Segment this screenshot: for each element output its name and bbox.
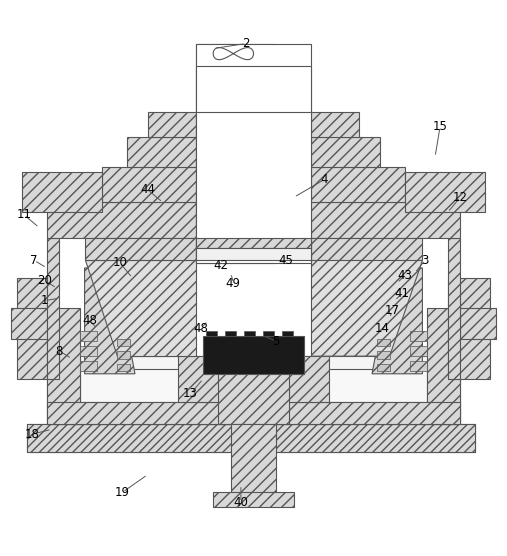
- Text: 42: 42: [213, 259, 228, 272]
- Text: 44: 44: [140, 183, 155, 196]
- Polygon shape: [178, 356, 329, 401]
- Polygon shape: [410, 361, 427, 371]
- Polygon shape: [427, 308, 460, 424]
- Text: 3: 3: [421, 254, 428, 267]
- Polygon shape: [127, 137, 196, 167]
- Text: 17: 17: [385, 304, 400, 317]
- Text: 19: 19: [115, 486, 130, 499]
- Text: 41: 41: [395, 287, 410, 300]
- Polygon shape: [225, 331, 236, 336]
- Polygon shape: [311, 167, 405, 202]
- Polygon shape: [47, 308, 80, 424]
- Text: 20: 20: [37, 274, 52, 287]
- Polygon shape: [80, 331, 97, 341]
- Polygon shape: [85, 260, 196, 356]
- Polygon shape: [117, 351, 130, 359]
- Polygon shape: [377, 364, 390, 371]
- Polygon shape: [231, 424, 276, 495]
- Polygon shape: [17, 278, 47, 379]
- Polygon shape: [448, 278, 490, 379]
- Polygon shape: [47, 401, 460, 424]
- Polygon shape: [196, 66, 311, 112]
- Polygon shape: [282, 331, 294, 336]
- Text: 40: 40: [233, 496, 248, 509]
- Polygon shape: [377, 339, 390, 346]
- Polygon shape: [410, 346, 427, 356]
- Polygon shape: [311, 137, 380, 167]
- Polygon shape: [117, 364, 130, 371]
- Polygon shape: [311, 260, 422, 356]
- Polygon shape: [196, 43, 233, 263]
- Polygon shape: [244, 331, 255, 336]
- Text: 13: 13: [183, 388, 198, 400]
- Text: 15: 15: [432, 120, 448, 133]
- Polygon shape: [47, 237, 59, 379]
- Text: 7: 7: [30, 254, 38, 267]
- Text: 18: 18: [24, 428, 39, 441]
- Text: 14: 14: [375, 322, 389, 335]
- Bar: [26, 424, 476, 452]
- Polygon shape: [460, 308, 495, 339]
- Polygon shape: [26, 424, 476, 452]
- Text: 48: 48: [82, 314, 97, 327]
- Text: 1: 1: [41, 294, 48, 307]
- Text: 45: 45: [279, 254, 294, 267]
- Polygon shape: [311, 112, 359, 137]
- Text: 2: 2: [242, 37, 249, 50]
- Polygon shape: [80, 346, 97, 356]
- Polygon shape: [233, 43, 274, 263]
- Text: 12: 12: [453, 191, 468, 204]
- Polygon shape: [203, 336, 304, 374]
- Polygon shape: [196, 43, 311, 263]
- Polygon shape: [148, 112, 196, 137]
- Text: 48: 48: [193, 322, 208, 335]
- Polygon shape: [410, 331, 427, 341]
- Polygon shape: [206, 331, 216, 336]
- Polygon shape: [311, 202, 460, 237]
- Polygon shape: [405, 172, 485, 212]
- Polygon shape: [47, 202, 196, 237]
- Text: 49: 49: [226, 276, 241, 290]
- Polygon shape: [80, 361, 97, 371]
- Text: 5: 5: [272, 335, 280, 348]
- Text: 4: 4: [320, 173, 328, 186]
- Polygon shape: [47, 356, 460, 424]
- Polygon shape: [12, 308, 47, 339]
- Polygon shape: [196, 237, 311, 248]
- Polygon shape: [22, 172, 102, 212]
- Polygon shape: [263, 331, 274, 336]
- Polygon shape: [448, 237, 460, 379]
- Polygon shape: [372, 268, 422, 374]
- Polygon shape: [117, 339, 130, 346]
- Polygon shape: [85, 237, 196, 260]
- Polygon shape: [196, 248, 311, 260]
- Polygon shape: [102, 167, 196, 202]
- Polygon shape: [311, 237, 422, 260]
- Polygon shape: [80, 369, 427, 401]
- Polygon shape: [213, 492, 294, 508]
- Text: 43: 43: [397, 269, 412, 282]
- Text: 8: 8: [56, 345, 63, 358]
- Bar: [26, 424, 476, 452]
- Text: 10: 10: [113, 256, 127, 269]
- Polygon shape: [218, 356, 289, 424]
- Text: 11: 11: [17, 208, 31, 221]
- Polygon shape: [377, 351, 390, 359]
- Polygon shape: [85, 268, 135, 374]
